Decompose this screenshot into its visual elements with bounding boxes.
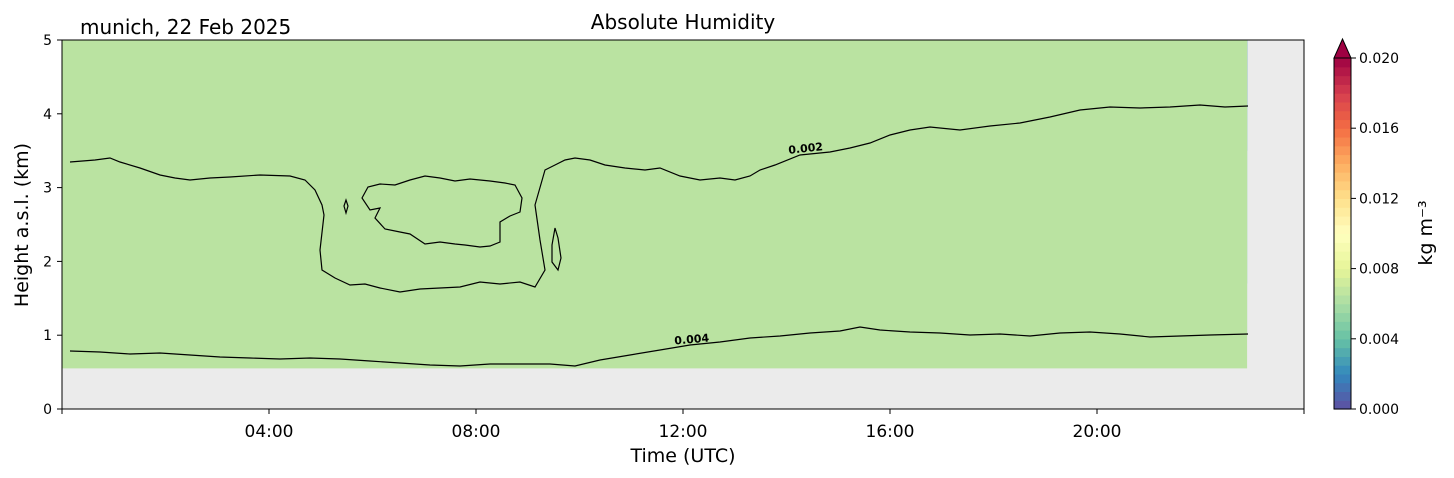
colorbar: 0.000 0.004 0.008 0.012 0.016 0.020: [1333, 37, 1399, 418]
colorbar-segment: [1334, 207, 1351, 217]
colorbar-segment: [1334, 136, 1351, 147]
colorbar-segment: [1334, 224, 1351, 235]
colorbar-segment: [1334, 163, 1351, 173]
colorbar-segment: [1334, 400, 1351, 410]
colorbar-segment: [1334, 93, 1351, 103]
y-tick-label: 0: [43, 402, 52, 418]
colorbar-tick-label: 0.004: [1359, 332, 1399, 348]
colorbar-segment: [1334, 119, 1351, 129]
colorbar-tick-label: 0.008: [1359, 262, 1399, 278]
colorbar-segment: [1334, 58, 1351, 68]
y-tick-label: 1: [43, 328, 52, 344]
y-tick-label: 3: [43, 181, 52, 197]
colorbar-segment: [1334, 145, 1351, 156]
colorbar-segment: [1334, 347, 1351, 357]
colorbar-segment: [1334, 268, 1351, 278]
colorbar-segment: [1334, 259, 1351, 270]
colorbar-segment: [1334, 189, 1351, 199]
colorbar-segment: [1334, 312, 1351, 322]
colorbar-label: kg m⁻³: [1415, 200, 1437, 265]
contour-label-0.002: 0.002: [788, 140, 824, 157]
colorbar-segment: [1334, 180, 1351, 191]
colorbar-segment: [1334, 303, 1351, 314]
y-tick-label: 4: [43, 107, 52, 123]
humidity-band: [62, 40, 1248, 369]
colorbar-segment: [1334, 172, 1351, 182]
colorbar-segment: [1334, 382, 1351, 393]
colorbar-segment: [1334, 215, 1351, 226]
contour-0.002-dot: [343, 198, 349, 216]
colorbar-segment: [1334, 198, 1351, 208]
contour-0.002: [69, 104, 1249, 293]
colorbar-segment: [1334, 286, 1351, 296]
contour-0.004: [69, 326, 1249, 367]
location-date-label: munich, 22 Feb 2025: [80, 15, 291, 39]
contour-label-0.004: 0.004: [674, 331, 710, 347]
colorbar-tick-label: 0.012: [1359, 191, 1399, 207]
y-axis: 0 1 2 3 4 5: [43, 33, 62, 418]
x-axis-label: Time (UTC): [629, 445, 735, 467]
colorbar-extend-arrow: [1333, 37, 1352, 59]
y-axis-label: Height a.s.l. (km): [11, 143, 33, 307]
y-tick-label: 2: [43, 254, 52, 270]
colorbar-segment: [1334, 128, 1351, 138]
colorbar-segment: [1334, 373, 1351, 384]
colorbar-segment: [1334, 66, 1351, 77]
colorbar-segment: [1334, 110, 1351, 121]
x-axis: 04:00 08:00 12:00 16:00 20:00: [61, 409, 1305, 442]
colorbar-segment: [1334, 294, 1351, 305]
colorbar-tick-label: 0.016: [1359, 121, 1399, 137]
colorbar-segment: [1334, 338, 1351, 349]
x-tick-label: 04:00: [245, 422, 294, 442]
colorbar-segment: [1334, 321, 1351, 331]
x-tick-label: 12:00: [659, 422, 708, 442]
colorbar-segment: [1334, 75, 1351, 85]
colorbar-segment: [1334, 242, 1351, 252]
colorbar-segment: [1334, 391, 1351, 401]
chart-title: Absolute Humidity: [591, 10, 776, 34]
humidity-bands: [62, 40, 1248, 369]
colorbar-segment: [1334, 154, 1351, 164]
x-tick-label: 16:00: [866, 422, 915, 442]
colorbar-segment: [1334, 233, 1351, 243]
colorbar-segment: [1334, 356, 1351, 366]
colorbar-tick-label: 0.000: [1359, 402, 1399, 418]
colorbar-tick-label: 0.020: [1359, 51, 1399, 67]
x-tick-label: 20:00: [1073, 422, 1122, 442]
colorbar-segment: [1334, 251, 1351, 261]
contour-0.002-island: [361, 175, 523, 248]
contour-0.002-blob: [551, 227, 562, 272]
colorbar-frame: [1333, 58, 1352, 410]
colorbar-segment: [1334, 101, 1351, 112]
y-tick-label: 5: [43, 33, 52, 49]
colorbar-segment: [1334, 330, 1351, 340]
colorbar-segment: [1334, 365, 1351, 375]
colorbar-segment: [1334, 277, 1351, 287]
x-tick-label: 08:00: [452, 422, 501, 442]
colorbar-segment: [1334, 84, 1351, 94]
